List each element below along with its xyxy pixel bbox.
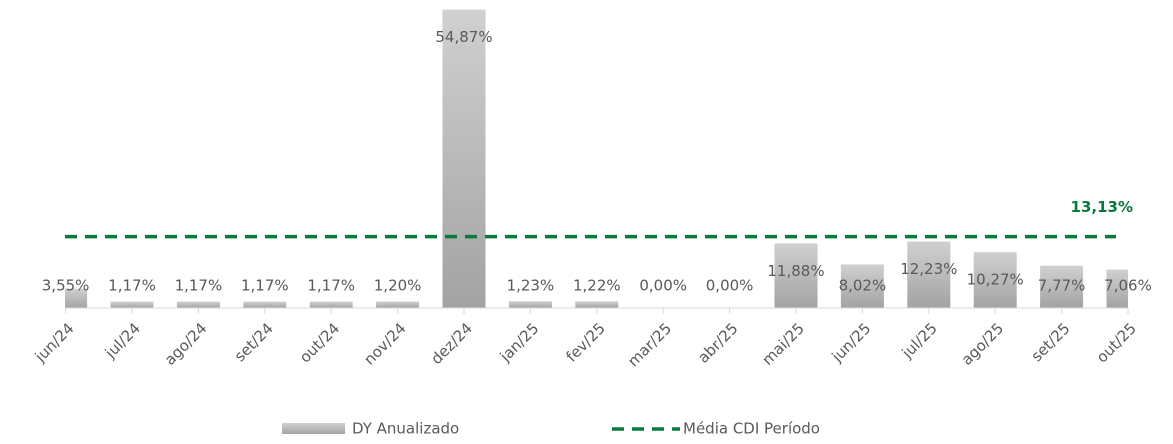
x-tick-label: jun/25 bbox=[828, 319, 875, 366]
value-label: 3,55% bbox=[42, 277, 90, 295]
x-tick-label: jun/24 bbox=[31, 319, 78, 366]
value-label: 1,22% bbox=[573, 277, 621, 295]
value-label: 7,06% bbox=[1104, 277, 1152, 295]
value-label: 1,20% bbox=[374, 277, 422, 295]
bar bbox=[774, 243, 818, 308]
bar bbox=[575, 301, 619, 308]
bar bbox=[376, 301, 420, 308]
x-tick-label: mar/25 bbox=[624, 319, 675, 370]
value-label: 1,17% bbox=[307, 277, 355, 295]
value-label: 10,27% bbox=[967, 271, 1024, 289]
value-label: 1,17% bbox=[175, 277, 223, 295]
bar bbox=[65, 288, 88, 308]
x-tick-label: jul/25 bbox=[898, 319, 941, 362]
value-label: 1,17% bbox=[108, 277, 156, 295]
x-tick-label: ago/24 bbox=[161, 319, 211, 369]
x-tick-label: fev/25 bbox=[562, 319, 608, 365]
value-label: 0,00% bbox=[639, 277, 687, 295]
value-label: 7,77% bbox=[1038, 277, 1086, 295]
legend-label: Média CDI Período bbox=[683, 420, 820, 438]
value-label: 1,23% bbox=[507, 277, 555, 295]
x-tick-label: jan/25 bbox=[496, 319, 543, 366]
bar bbox=[840, 264, 884, 308]
value-label: 11,88% bbox=[767, 262, 824, 280]
x-tick-label: dez/24 bbox=[427, 319, 476, 368]
legend-label: DY Anualizado bbox=[352, 420, 459, 438]
x-tick-label: abr/25 bbox=[694, 319, 741, 366]
bar bbox=[907, 241, 951, 308]
legend-swatch bbox=[282, 423, 345, 434]
value-label: 54,87% bbox=[435, 28, 492, 46]
x-tick-label: ago/25 bbox=[958, 319, 1008, 369]
bar bbox=[1106, 269, 1128, 308]
bar bbox=[309, 301, 353, 308]
bar bbox=[973, 252, 1017, 308]
x-tick-label: jul/24 bbox=[101, 319, 144, 362]
x-tick-label: nov/24 bbox=[360, 319, 409, 368]
value-label: 8,02% bbox=[839, 277, 887, 295]
value-label: 1,17% bbox=[241, 277, 289, 295]
x-tick-label: set/25 bbox=[1028, 319, 1074, 365]
bar bbox=[110, 301, 154, 308]
x-tick-label: out/25 bbox=[1093, 319, 1140, 366]
bar bbox=[1040, 265, 1084, 308]
x-tick-label: mai/25 bbox=[758, 319, 808, 369]
bar bbox=[508, 301, 552, 308]
value-label: 0,00% bbox=[706, 277, 754, 295]
reference-label: 13,13% bbox=[1071, 198, 1133, 216]
bar bbox=[442, 9, 486, 309]
x-tick-label: out/24 bbox=[296, 319, 343, 366]
bar bbox=[243, 301, 287, 308]
bar bbox=[176, 301, 220, 308]
value-label: 12,23% bbox=[900, 260, 957, 278]
x-tick-label: set/24 bbox=[231, 319, 277, 365]
